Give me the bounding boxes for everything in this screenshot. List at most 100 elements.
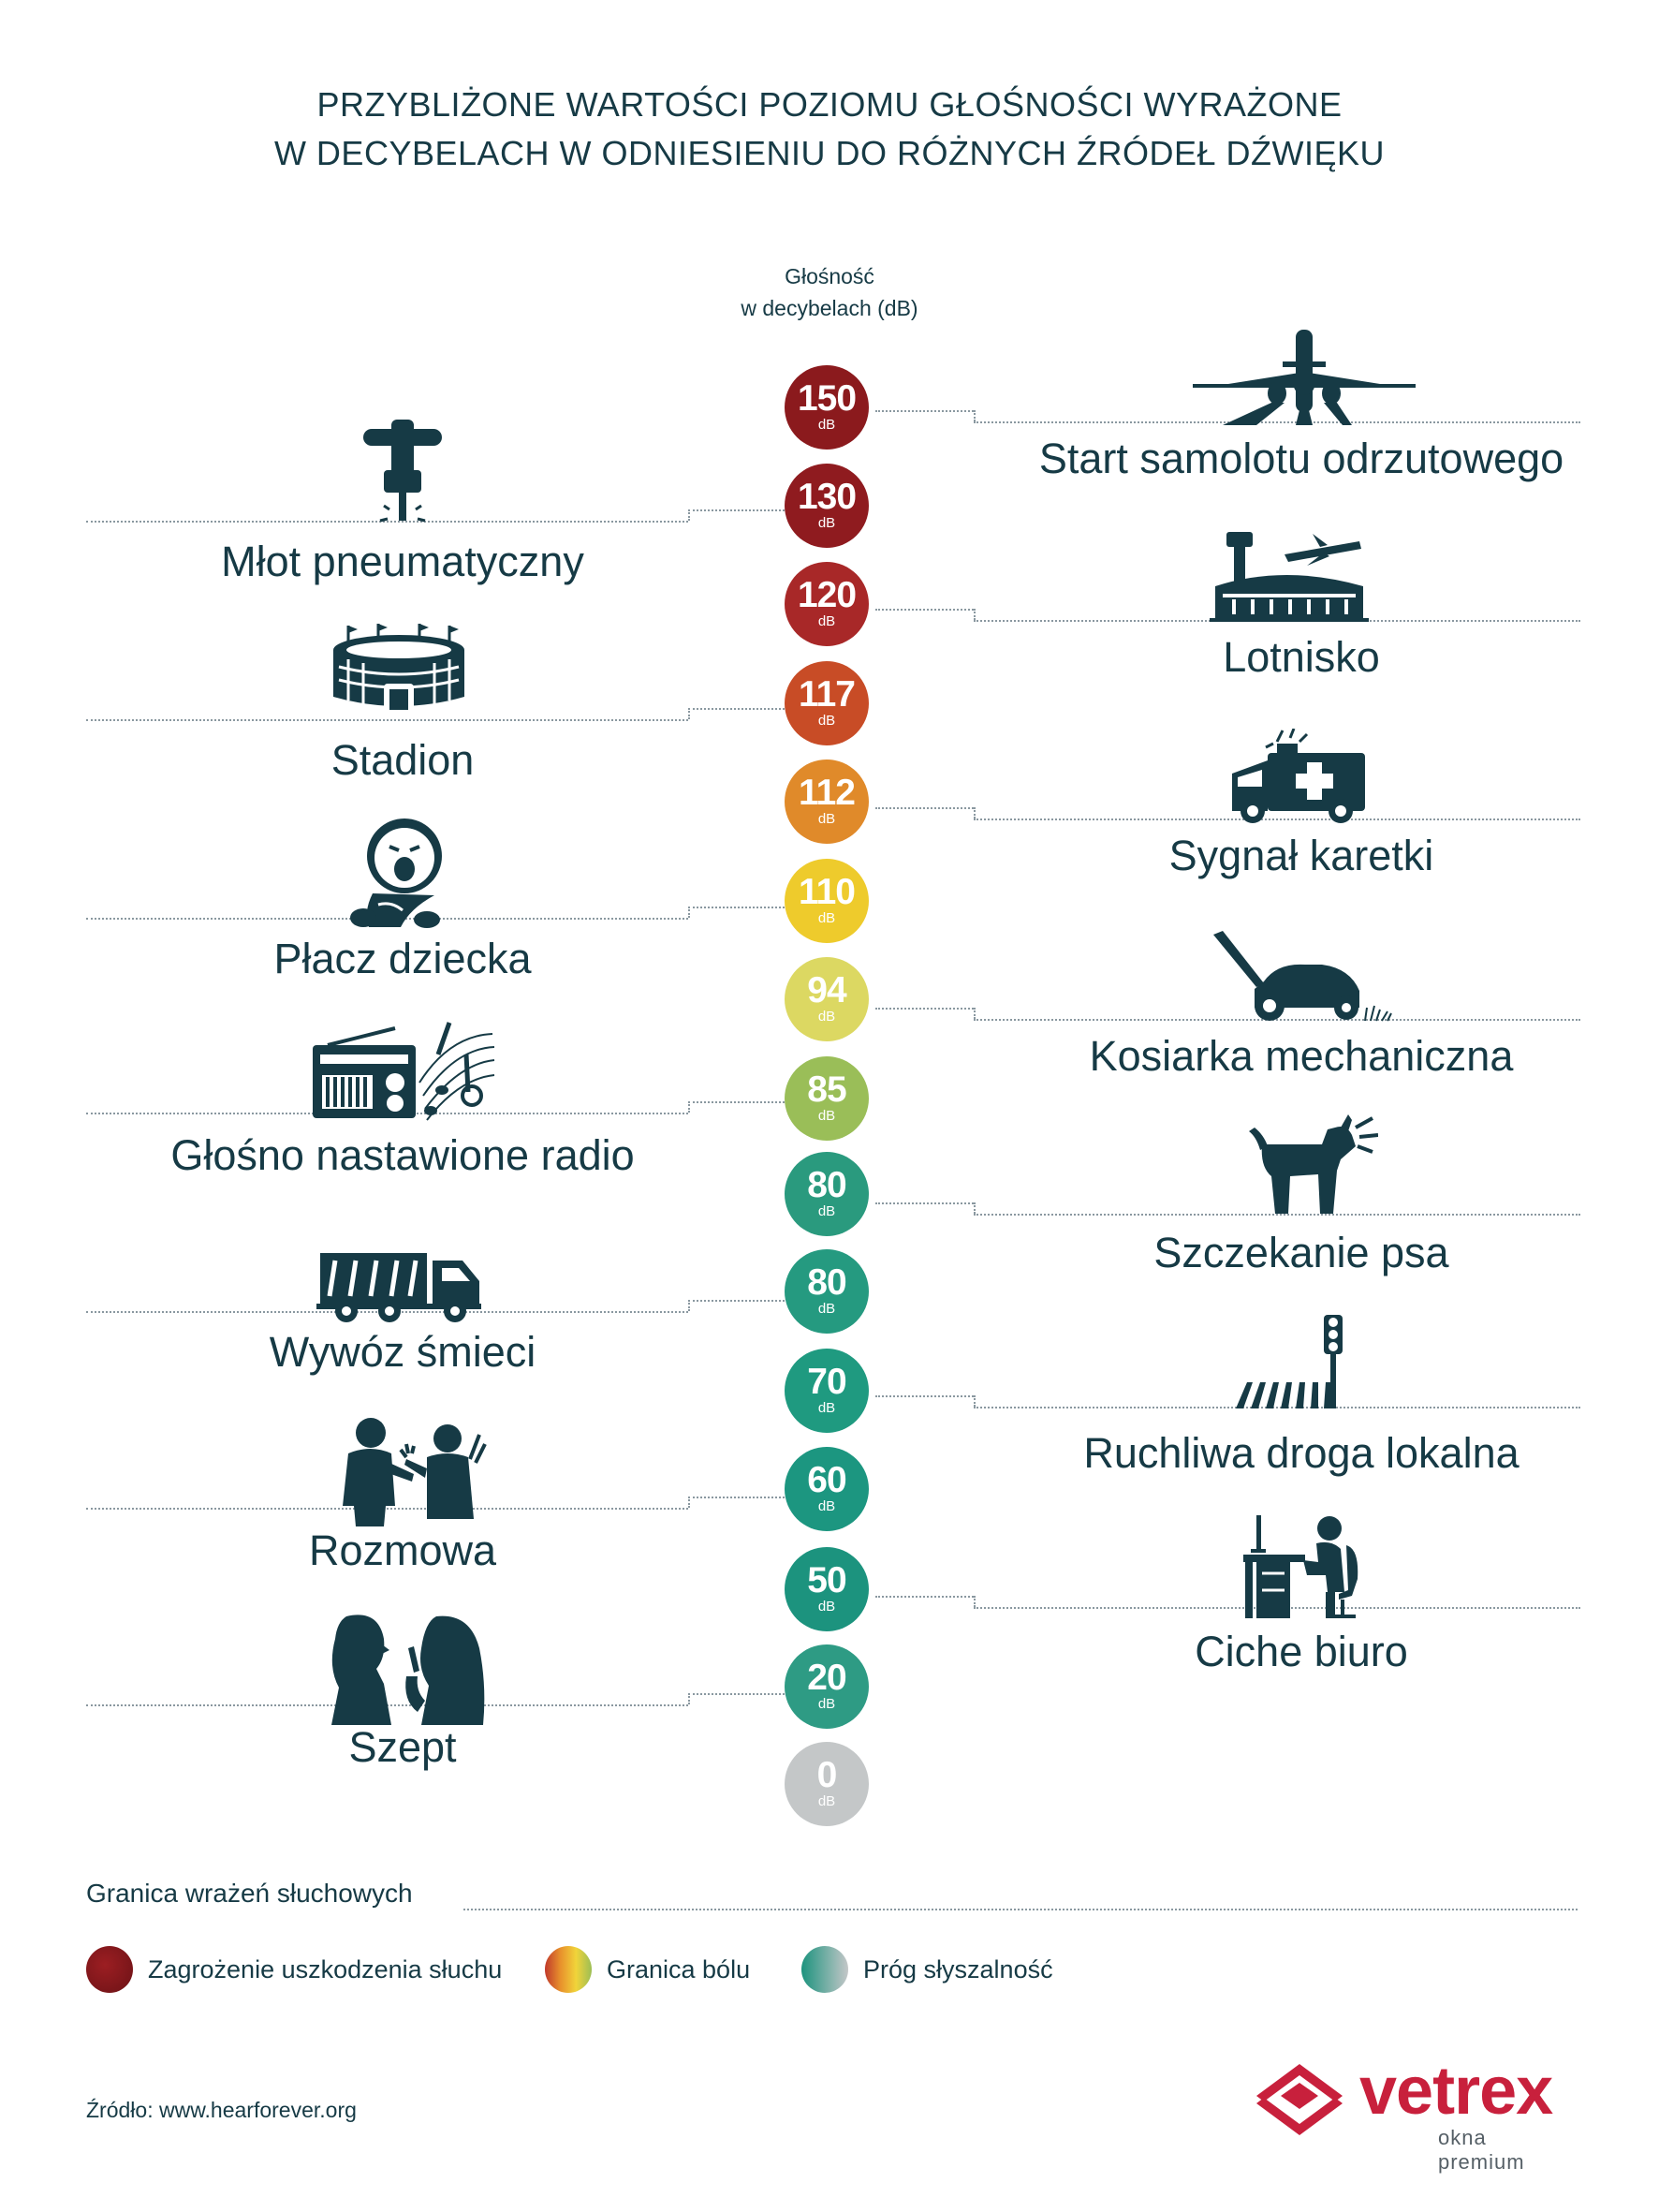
decibel-circle: 20 dB xyxy=(785,1644,869,1729)
connector-line xyxy=(688,1300,690,1311)
legend-item-hearing-damage: Zagrożenie uszkodzenia słuchu xyxy=(86,1946,502,1993)
decibel-unit: dB xyxy=(817,1696,836,1712)
decibel-value: 60 xyxy=(807,1460,846,1500)
label-jet-takeoff: Start samolotu odrzutowego xyxy=(1038,435,1564,482)
legend-swatch-green-grey xyxy=(801,1946,848,1993)
decibel-circle: 85 dB xyxy=(785,1056,869,1141)
legend-label: Granica bólu xyxy=(607,1954,751,1983)
label-dog-barking: Szczekanie psa xyxy=(1153,1229,1449,1276)
decibel-unit: dB xyxy=(817,713,836,729)
axis-caption: Głośność w decybelach (dB) xyxy=(689,260,970,324)
connector-line xyxy=(688,1693,690,1704)
connector-line xyxy=(974,1407,1580,1408)
decibel-value: 50 xyxy=(807,1560,846,1600)
connector-line xyxy=(974,609,976,620)
axis-caption-line-2: w decybelach (dB) xyxy=(741,296,918,320)
decibel-unit: dB xyxy=(817,515,836,531)
decibel-value: 80 xyxy=(807,1165,846,1205)
label-airport: Lotnisko xyxy=(1223,633,1380,681)
decibel-unit: dB xyxy=(817,1108,836,1124)
ambulance-icon xyxy=(1228,729,1369,828)
connector-line xyxy=(688,1101,785,1103)
decibel-circle: 110 dB xyxy=(785,859,869,943)
office-worker-icon xyxy=(1241,1513,1363,1618)
legend-label: Zagrożenie uszkodzenia słuchu xyxy=(148,1954,503,1983)
decibel-circle: 70 dB xyxy=(785,1349,869,1433)
connector-line xyxy=(875,410,974,412)
connector-line xyxy=(688,708,785,710)
connector-line xyxy=(688,1300,785,1302)
radio-icon xyxy=(309,1017,496,1129)
decibel-circle: 150 dB xyxy=(785,365,869,450)
jet-airplane-icon xyxy=(1191,328,1417,425)
decibel-unit: dB xyxy=(817,613,836,629)
conversation-icon xyxy=(330,1416,487,1526)
label-quiet-office: Ciche biuro xyxy=(1195,1628,1408,1675)
label-loud-radio: Głośno nastawione radio xyxy=(170,1131,635,1179)
source-text: Źródło: www.hearforever.org xyxy=(86,2098,357,2122)
decibel-circle: 80 dB xyxy=(785,1152,869,1236)
decibel-value: 117 xyxy=(799,674,856,715)
decibel-circle: 130 dB xyxy=(785,464,869,548)
legend-swatch-rainbow xyxy=(545,1946,592,1993)
legend-label: Próg słyszalność xyxy=(863,1954,1053,1983)
decibel-value: 120 xyxy=(797,575,857,615)
connector-line xyxy=(875,807,974,809)
decibel-circle: 94 dB xyxy=(785,957,869,1041)
traffic-light-crosswalk-icon xyxy=(1234,1311,1356,1408)
legend-item-pain-threshold: Granica bólu xyxy=(545,1946,750,1993)
decibel-unit: dB xyxy=(817,1400,836,1416)
decibel-circle: 60 dB xyxy=(785,1447,869,1531)
decibel-unit: dB xyxy=(817,1498,836,1514)
connector-line xyxy=(688,708,690,719)
legend-divider xyxy=(463,1909,1578,1910)
connector-line xyxy=(688,1693,785,1695)
connector-line xyxy=(875,609,974,611)
legend-item-hearing-threshold: Próg słyszalność xyxy=(801,1946,1053,1993)
connector-line xyxy=(688,1497,785,1498)
connector-line xyxy=(688,509,785,511)
label-conversation: Rozmowa xyxy=(308,1526,497,1574)
label-baby-crying: Płacz dziecka xyxy=(273,935,532,982)
decibel-value: 0 xyxy=(816,1755,838,1795)
connector-line xyxy=(875,1395,974,1397)
decibel-circle: 117 dB xyxy=(785,661,869,745)
whisper-icon xyxy=(328,1611,487,1725)
decibel-circle: 50 dB xyxy=(785,1547,869,1631)
label-garbage-truck: Wywóz śmieci xyxy=(269,1328,536,1376)
decibel-value: 70 xyxy=(807,1362,846,1402)
stadium-icon xyxy=(330,622,468,715)
decibel-value: 85 xyxy=(807,1069,846,1110)
decibel-value: 112 xyxy=(799,773,856,813)
decibel-value: 94 xyxy=(807,970,846,1010)
jackhammer-icon xyxy=(356,416,449,532)
connector-line xyxy=(974,410,976,421)
decibel-value: 150 xyxy=(797,378,857,419)
connector-line xyxy=(86,1508,688,1510)
airport-icon xyxy=(1210,528,1369,622)
barking-dog-icon xyxy=(1247,1111,1378,1217)
decibel-unit: dB xyxy=(817,417,836,433)
label-ambulance-siren: Sygnał karetki xyxy=(1168,832,1434,879)
connector-line xyxy=(974,1008,976,1019)
label-lawn-mower: Kosiarka mechaniczna xyxy=(1089,1032,1514,1080)
legend-swatch-red xyxy=(86,1946,133,1993)
connector-line xyxy=(974,1395,976,1407)
vetrex-logo[interactable]: vetrex okna premium xyxy=(1255,2054,1573,2174)
decibel-value: 110 xyxy=(799,872,856,912)
connector-line xyxy=(974,818,1580,820)
title-line-1: PRZYBLIŻONE WARTOŚCI POZIOMU GŁOŚNOŚCI W… xyxy=(316,85,1343,124)
connector-line xyxy=(974,1019,1580,1021)
connector-line xyxy=(875,1202,974,1204)
connector-line xyxy=(688,907,690,918)
connector-line xyxy=(688,1101,690,1113)
decibel-value: 20 xyxy=(807,1658,846,1698)
label-stadium: Stadion xyxy=(330,736,475,784)
legend-title: Granica wrażeń słuchowych xyxy=(86,1879,413,1908)
connector-line xyxy=(974,1596,976,1607)
page-title: PRZYBLIŻONE WARTOŚCI POZIOMU GŁOŚNOŚCI W… xyxy=(0,81,1659,178)
connector-line xyxy=(86,719,688,721)
connector-line xyxy=(688,907,785,908)
connector-line xyxy=(688,1497,690,1508)
label-whisper: Szept xyxy=(348,1723,457,1771)
